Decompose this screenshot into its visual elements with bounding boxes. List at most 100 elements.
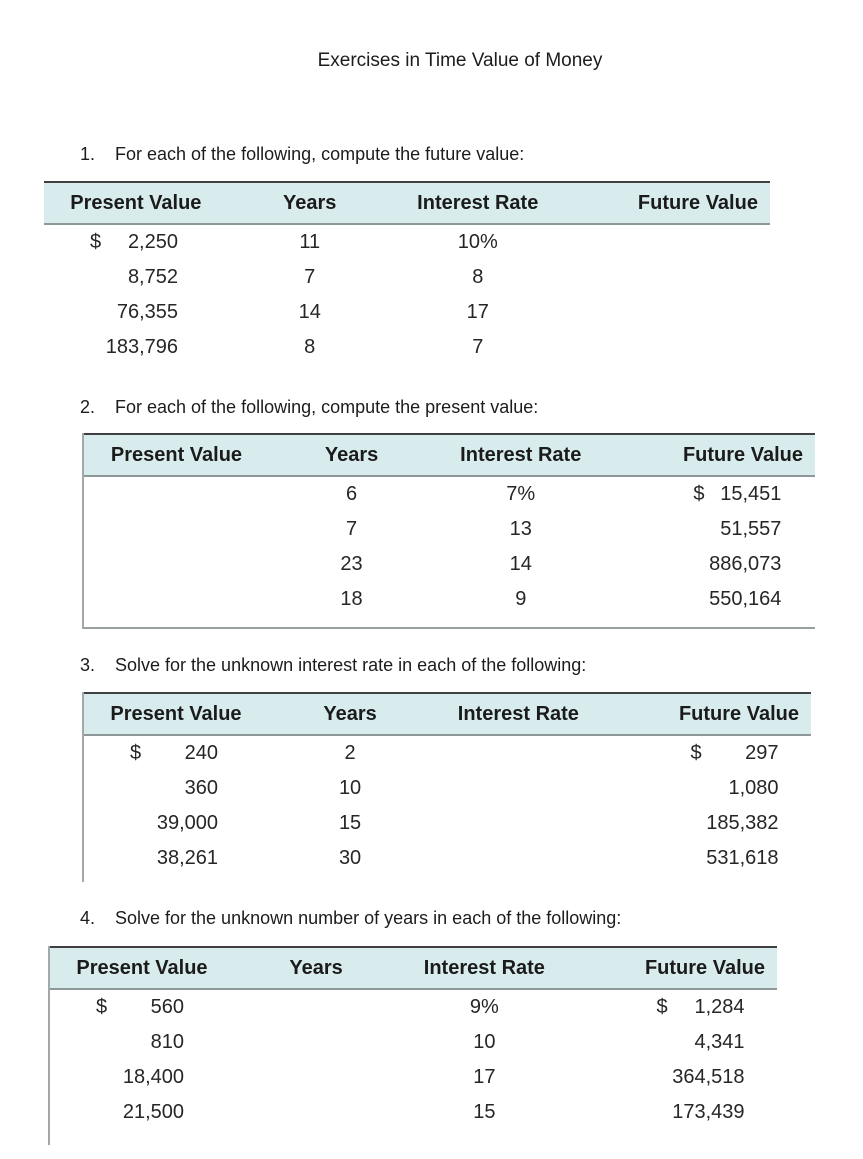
exercise-4-number: 4. <box>80 908 96 928</box>
pv-cell: 360 <box>84 777 268 800</box>
table-row: 6 7% $15,451 <box>84 477 815 512</box>
years-cell: 6 <box>345 483 358 505</box>
pv-amount: 560 <box>150 996 184 1018</box>
pv-cell: $560 <box>50 996 234 1019</box>
fv-cell: 185,382 <box>605 812 811 835</box>
fv-cell: $15,451 <box>607 483 815 506</box>
col-header-interest-rate: Interest Rate <box>460 443 582 466</box>
exercise-4-prompt: 4. Solve for the unknown number of years… <box>80 907 621 929</box>
pv-amount: 76,355 <box>116 301 178 323</box>
years-cell: 7 <box>304 266 316 288</box>
fv-cell: 886,073 <box>607 553 815 576</box>
fv-cell: 364,518 <box>571 1066 777 1089</box>
table-1-future-value: Present Value Years Interest Rate Future… <box>44 181 770 365</box>
table-4-header-row: Present Value Years Interest Rate Future… <box>50 946 777 990</box>
page-title: Exercises in Time Value of Money <box>317 50 603 71</box>
rate-cell: 17 <box>466 301 489 323</box>
table-row: 18,400 17 364,518 <box>50 1060 777 1095</box>
dollar-sign: $ <box>693 483 705 505</box>
years-cell: 30 <box>338 847 362 869</box>
pv-amount: 810 <box>150 1031 184 1053</box>
years-cell: 10 <box>338 777 362 799</box>
exercise-3-number: 3. <box>80 655 96 675</box>
pv-amount: 39,000 <box>156 812 218 834</box>
fv-amount: 1,080 <box>728 777 779 799</box>
exercise-3-prompt: 3. Solve for the unknown interest rate i… <box>80 654 586 676</box>
table-row: 76,355 14 17 <box>44 295 770 330</box>
fv-cell: 173,439 <box>571 1101 777 1124</box>
pv-amount: 240 <box>184 742 218 764</box>
exercise-2-text: For each of the following, compute the p… <box>115 397 539 417</box>
pv-amount: 2,250 <box>127 231 178 253</box>
years-cell: 2 <box>344 742 356 764</box>
pv-cell: 18,400 <box>50 1066 234 1089</box>
fv-cell: 51,557 <box>607 518 815 541</box>
rate-cell: 17 <box>473 1066 496 1088</box>
rate-cell: 7% <box>506 483 536 505</box>
fv-cell: $1,284 <box>571 996 777 1019</box>
table-3-header-row: Present Value Years Interest Rate Future… <box>84 692 811 736</box>
pv-cell: $2,250 <box>44 231 228 254</box>
pv-cell: 76,355 <box>44 301 228 324</box>
dollar-sign: $ <box>656 996 668 1018</box>
fv-amount: 364,518 <box>672 1066 745 1088</box>
exercise-2-prompt: 2. For each of the following, compute th… <box>80 396 538 418</box>
pv-amount: 8,752 <box>127 266 178 288</box>
fv-amount: 185,382 <box>706 812 779 834</box>
table-row: 39,000 15 185,382 <box>84 806 811 841</box>
table-2-present-value: Present Value Years Interest Rate Future… <box>82 433 815 629</box>
fv-amount: 297 <box>745 742 779 764</box>
exercise-1-prompt: 1. For each of the following, compute th… <box>80 143 524 165</box>
rate-cell: 7 <box>472 336 484 358</box>
col-header-interest-rate: Interest Rate <box>423 956 545 979</box>
pv-amount: 38,261 <box>156 847 218 869</box>
years-cell: 7 <box>345 518 358 540</box>
col-header-future-value: Future Value <box>644 956 765 979</box>
pv-amount: 183,796 <box>105 336 178 358</box>
exercise-1-number: 1. <box>80 144 96 164</box>
table-1-header-row: Present Value Years Interest Rate Future… <box>44 181 770 225</box>
rate-cell: 10 <box>473 1031 496 1053</box>
pv-cell: 38,261 <box>84 847 268 870</box>
fv-cell: 550,164 <box>607 588 815 611</box>
table-row: 183,796 8 7 <box>44 330 770 365</box>
table-row: 360 10 1,080 <box>84 771 811 806</box>
table-row: 38,261 30 531,618 <box>84 841 811 876</box>
col-header-interest-rate: Interest Rate <box>457 702 579 725</box>
col-header-future-value: Future Value <box>678 702 799 725</box>
years-cell: 8 <box>304 336 316 358</box>
fv-amount: 1,284 <box>694 996 745 1018</box>
pv-amount: 21,500 <box>122 1101 184 1123</box>
table-row: 18 9 550,164 <box>84 582 815 617</box>
years-cell: 15 <box>338 812 362 834</box>
fv-cell: $297 <box>605 742 811 765</box>
pv-cell: 8,752 <box>44 266 228 289</box>
table-row: 810 10 4,341 <box>50 1025 777 1060</box>
dollar-sign: $ <box>690 742 702 764</box>
dollar-sign: $ <box>96 996 108 1018</box>
dollar-sign: $ <box>130 742 142 764</box>
rate-cell: 13 <box>509 518 532 540</box>
fv-amount: 15,451 <box>720 483 782 505</box>
table-row: 7 13 51,557 <box>84 512 815 547</box>
years-cell: 18 <box>340 588 363 610</box>
col-header-present-value: Present Value <box>76 956 208 979</box>
col-header-interest-rate: Interest Rate <box>417 191 539 214</box>
exercise-2-number: 2. <box>80 397 96 417</box>
table-row: 21,500 15 173,439 <box>50 1095 777 1130</box>
years-cell: 14 <box>298 301 321 323</box>
fv-amount: 531,618 <box>706 847 779 869</box>
table-row: $240 2 $297 <box>84 736 811 771</box>
table-row: 23 14 886,073 <box>84 547 815 582</box>
pv-cell: $240 <box>84 742 268 765</box>
exercise-3-text: Solve for the unknown interest rate in e… <box>115 655 587 675</box>
fv-amount: 550,164 <box>709 588 782 610</box>
table-4-number-of-years: Present Value Years Interest Rate Future… <box>48 946 777 1145</box>
table-row: $560 9% $1,284 <box>50 990 777 1025</box>
table-row: $2,250 11 10% <box>44 225 770 260</box>
pv-amount: 360 <box>184 777 218 799</box>
rate-cell: 10% <box>457 231 498 253</box>
rate-cell: 9 <box>515 588 527 610</box>
fv-amount: 51,557 <box>720 518 782 540</box>
